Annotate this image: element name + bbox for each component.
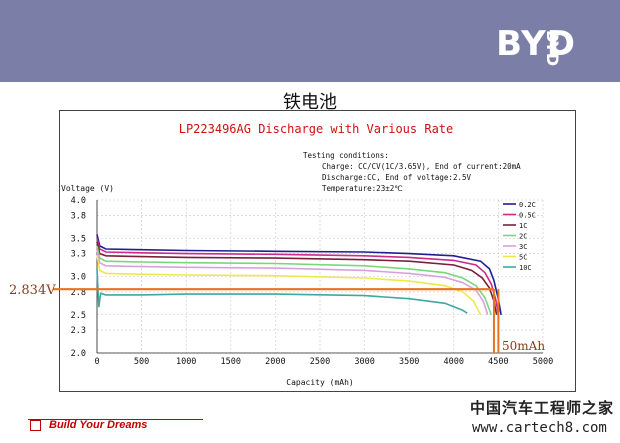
series-line-1C bbox=[96, 241, 498, 315]
series-line-0.2C bbox=[96, 234, 502, 315]
footer-square-icon bbox=[30, 420, 41, 431]
legend-label: 3C bbox=[519, 243, 527, 251]
x-tick-label: 2000 bbox=[265, 357, 285, 367]
condition-line: Temperature:23±2℃ bbox=[322, 184, 403, 193]
y-tick-label: 3.8 bbox=[71, 211, 86, 221]
series-lines bbox=[96, 234, 502, 316]
condition-line: Testing conditions: bbox=[303, 151, 389, 160]
watermark-url: www.cartech8.com bbox=[472, 420, 607, 436]
legend: 0.2C 0.5C 1C 2C 3C 5C 10C bbox=[503, 201, 536, 272]
legend-label: 1C bbox=[519, 222, 527, 230]
x-tick-label: 4500 bbox=[488, 357, 508, 367]
y-tick-label: 2.0 bbox=[71, 349, 86, 359]
x-tick-label: 500 bbox=[134, 357, 149, 367]
header-banner bbox=[0, 0, 620, 82]
footer-rule bbox=[28, 419, 203, 420]
legend-label: 10C bbox=[519, 264, 532, 272]
series-line-10C bbox=[96, 268, 468, 314]
y-tick-label: 3.0 bbox=[71, 273, 86, 283]
chart-title: LP223496AG Discharge with Various Rate bbox=[179, 122, 454, 136]
tick-labels: 0 500 1000 1500 2000 2500 3000 3500 4000 4500 5000… bbox=[71, 196, 554, 367]
x-tick-label: 3000 bbox=[354, 357, 374, 367]
byd-logo: BYD bbox=[496, 24, 576, 64]
x-tick-label: 4000 bbox=[444, 357, 464, 367]
series-line-5C bbox=[96, 254, 482, 316]
y-tick-label: 2.5 bbox=[71, 311, 86, 321]
testing-conditions: Testing conditions: Charge: CC/CV(1C/3.65… bbox=[303, 151, 521, 193]
watermark-title: 中国汽车工程师之家 bbox=[470, 399, 615, 417]
y-tick-label: 3.3 bbox=[71, 250, 86, 260]
series-line-2C bbox=[96, 245, 493, 316]
slide-title: 铁电池 bbox=[283, 92, 337, 113]
y-axis-label: Voltage (V) bbox=[61, 184, 114, 193]
x-tick-label: 1500 bbox=[221, 357, 241, 367]
condition-line: Charge: CC/CV(1C/3.65V), End of current:… bbox=[322, 162, 521, 171]
x-axis-label: Capacity (mAh) bbox=[286, 378, 353, 387]
footer-slogan: Build Your Dreams bbox=[49, 419, 148, 431]
x-tick-label: 1000 bbox=[176, 357, 196, 367]
x-tick-label: 3500 bbox=[399, 357, 419, 367]
y-tick-label: 2.3 bbox=[71, 326, 86, 336]
legend-label: 0.2C bbox=[519, 201, 536, 209]
x-tick-label: 5000 bbox=[533, 357, 553, 367]
voltage-marker-label: 2.834V bbox=[9, 283, 56, 298]
y-tick-label: 3.5 bbox=[71, 234, 86, 244]
series-line-3C bbox=[96, 249, 489, 316]
series-line-0.5C bbox=[96, 238, 500, 315]
condition-line: Discharge:CC, End of voltage:2.5V bbox=[322, 173, 471, 182]
x-tick-label: 2500 bbox=[310, 357, 330, 367]
capacity-marker-label: 50mAh bbox=[502, 339, 545, 353]
annotations: 2.834V 50mAh bbox=[9, 283, 545, 353]
y-tick-label: 2.8 bbox=[71, 288, 86, 298]
x-tick-label: 0 bbox=[94, 357, 99, 367]
y-tick-label: 4.0 bbox=[71, 196, 86, 206]
legend-label: 2C bbox=[519, 233, 527, 241]
legend-label: 5C bbox=[519, 254, 527, 262]
legend-label: 0.5C bbox=[519, 212, 536, 220]
